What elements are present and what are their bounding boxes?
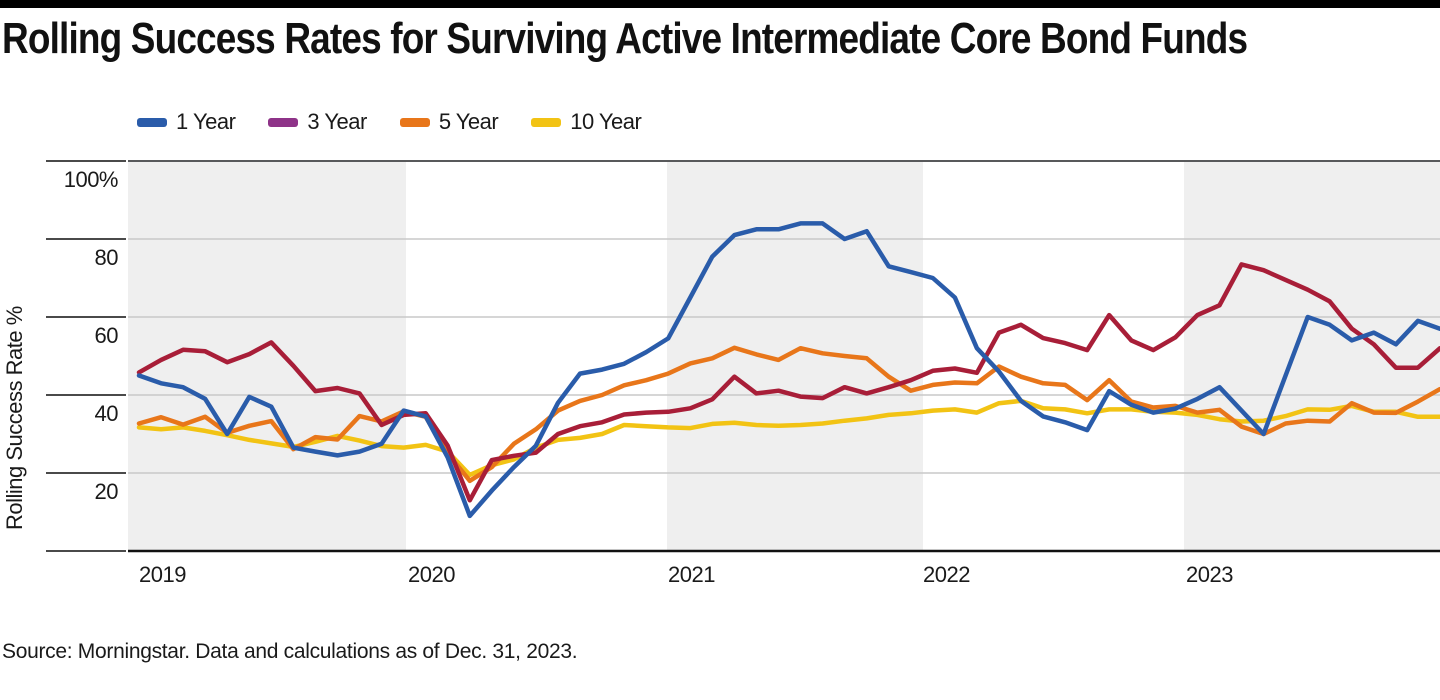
year-band-2021 [667,161,923,551]
series-line-3-year [136,262,1440,503]
legend-swatch-1-year [137,117,167,127]
legend-swatch-5-year [399,117,430,127]
source-note: Source: Morningstar. Data and calculatio… [2,640,578,663]
x-tick-label-2021: 2021 [668,562,715,587]
year-band-2022 [923,161,1184,551]
legend-label-5-year: 5 Year [438,109,499,134]
legend-item-5-year: 5 Year [399,109,499,134]
y-tick-label-20: 20 [95,479,119,504]
year-band-2023 [1184,161,1440,551]
x-tick-label-2020: 2020 [408,562,455,587]
x-tick-label-2022: 2022 [923,562,970,587]
x-tick-label-2023: 2023 [1186,562,1233,587]
legend-swatch-3-year [268,117,299,127]
y-tick-label-60: 60 [95,323,119,348]
legend-label-1-year: 1 Year [176,109,236,134]
legend-label-10-year: 10 Year [570,109,642,134]
page-title: Rolling Success Rates for Surviving Acti… [2,14,1248,63]
y-tick-label-100: 100% [64,167,118,192]
y-tick-label-40: 40 [95,401,119,426]
series-line-5-year [136,345,1440,484]
legend-label-3-year: 3 Year [307,109,367,134]
legend: 1 Year 3 Year 5 Year 10 Year [137,111,674,133]
legend-item-1-year: 1 Year [137,109,236,134]
legend-swatch-10-year [531,117,562,127]
year-band-2020 [406,161,667,551]
legend-item-3-year: 3 Year [268,109,367,134]
series-line-10-year [136,398,1440,478]
series-line-1-year [136,221,1440,519]
x-tick-label-2019: 2019 [139,562,186,587]
y-tick-label-80: 80 [95,245,119,270]
legend-item-10-year: 10 Year [531,109,642,134]
top-accent-bar [0,0,1440,8]
